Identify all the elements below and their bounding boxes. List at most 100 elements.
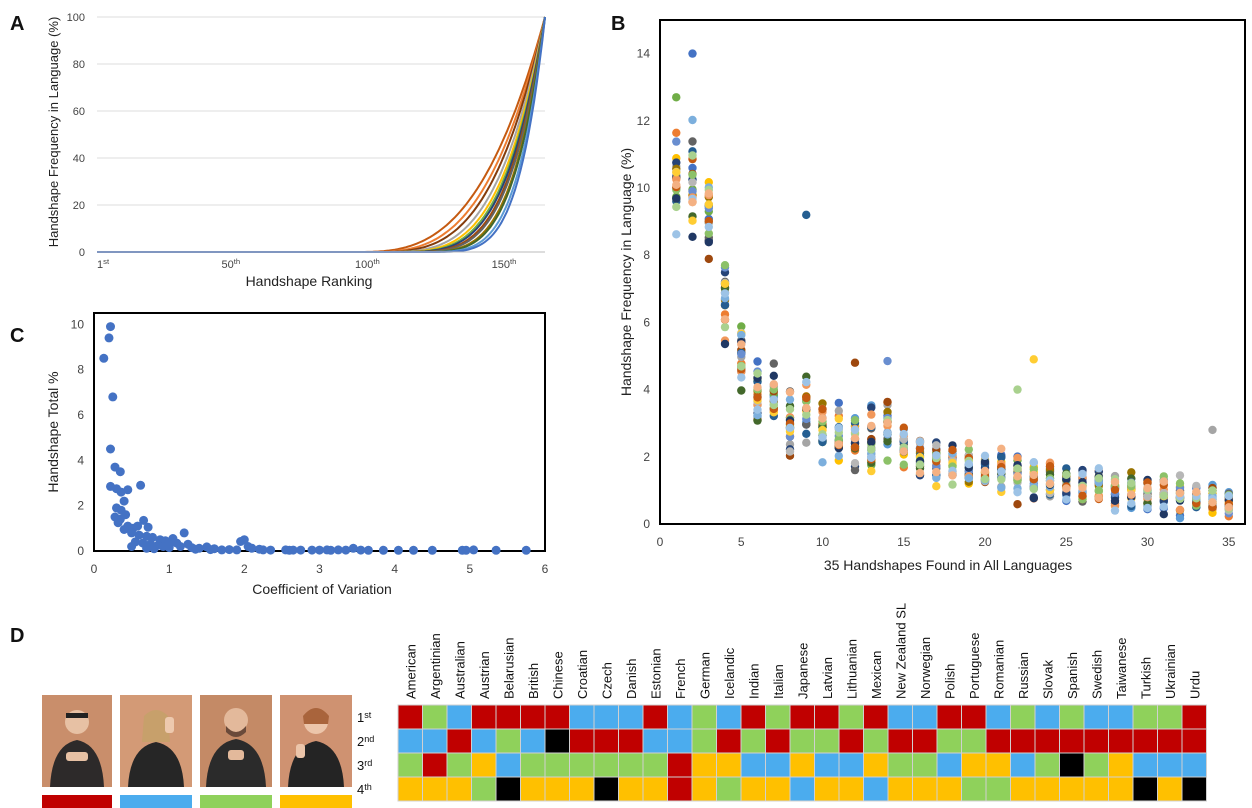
panel-d-heatmap-cell [887,728,913,754]
panel-b-point [720,315,730,324]
panel-b-point [1175,488,1185,498]
panel-a-y-tick-label: 60 [73,106,85,118]
panel-d-heatmap-cell [569,776,595,802]
panel-b-point [1078,469,1087,479]
panel-c-point [232,545,242,555]
panel-b-point [1013,464,1022,473]
panel-b-point [964,445,973,454]
panel-d-heatmap-cell [593,752,619,778]
panel-d-heatmap-cell [422,728,448,754]
panel-d-heatmap-cell [961,752,987,778]
panel-d-heatmap-cell [422,752,448,778]
panel-c-point [258,545,268,555]
panel-a-y-ticks: 0 20 40 60 80 100 [67,12,85,259]
panel-c-x-tick-label: 2 [241,562,248,576]
panel-b-point [1143,503,1152,513]
panel-b-point [1127,468,1136,477]
panel-d-language-label: Polish [942,664,957,699]
panel-d-heatmap-cell [765,752,791,778]
panel-d-language-label: Chinese [550,651,565,699]
panel-b-point [1159,491,1169,500]
handshape-photo-1 [42,695,112,787]
panel-d-heatmap-cell [446,704,472,730]
panel-b-point [688,187,697,196]
panel-b-points [672,49,1234,523]
panel-b-point [704,254,713,264]
panel-b-point [802,210,811,220]
panel-b-point [688,151,697,160]
panel-d-heatmap-cell [1083,752,1109,778]
panel-b-x-tick-label: 0 [657,535,664,549]
panel-d-heatmap-cell [618,776,644,802]
panel-d-heatmap-cell [1132,752,1158,778]
panel-d-heatmap-cell [1010,752,1036,778]
panel-b-point [1029,494,1039,503]
panel-b-y-tick-label: 4 [643,383,650,397]
panel-b-point [964,438,973,448]
panel-c-x-axis-title: Coefficient of Variation [252,581,392,597]
panel-c-point [333,545,343,555]
panel-d-heatmap-cell [1132,728,1158,754]
panel-d-heatmap-cell [495,704,521,730]
panel-b-point [688,137,697,146]
panel-b-point [899,460,908,469]
panel-b-point [1192,481,1201,491]
panel-b-point [1110,496,1120,505]
panel-b-point [785,395,795,404]
panel-b-point [785,388,795,397]
panel-b-point [1175,479,1185,488]
panel-b-point [867,410,876,419]
panel-c-point [139,515,149,525]
panel-b-point [1029,355,1038,364]
panel-d-language-label: Mexican [869,651,884,699]
panel-b-point [688,49,697,58]
panel-d-heatmap-cell [495,752,521,778]
panel-b-point [818,404,827,414]
panel-d-heatmap-cell [961,728,987,754]
panel-a-x-tick-label: 100th [355,257,380,271]
panel-b-point [850,434,860,443]
panel-a-series-line [97,16,546,253]
panel-d-heatmap-cell [1059,728,1085,754]
panel-b-point [915,437,925,447]
panel-d-heatmap-cell [618,728,644,754]
panel-d-language-label: Taiwanese [1114,638,1129,699]
panel-c-point [148,532,158,542]
panel-d-heatmap-cell [912,704,938,730]
panel-d-letter: D [10,625,24,647]
panel-c-point [127,542,137,551]
panel-d-heatmap-cell [716,776,742,802]
panel-b-point [980,457,990,466]
panel-a-series-line [97,16,546,253]
panel-d-language-label: Italian [771,664,786,699]
panel-b-point [948,445,957,455]
panel-b-point [883,456,892,465]
panel-b-point [704,200,713,209]
panel-d-heatmap-cell [569,752,595,778]
panel-d-heatmap-cell [1108,704,1134,730]
panel-b-y-axis-title: Handshape Frequency in Language (%) [618,148,634,396]
panel-b-point [1013,472,1022,481]
panel-b-point [932,473,941,483]
panel-d-heatmap-cell [814,728,840,754]
panel-b-point [850,425,860,434]
panel-d-language-label: Belarusian [501,638,516,699]
panel-d-heatmap-cell [1157,752,1183,778]
handshape-photo-3 [200,695,272,787]
panel-b-point [802,438,811,447]
panel-c-point [191,544,200,554]
panel-d-heatmap-cell [495,776,521,802]
panel-b-x-ticks: 0 5 10 15 20 25 30 35 [657,535,1236,549]
panel-b-y-tick-label: 2 [643,450,650,464]
panel-c-point [149,544,159,554]
panel-d-heatmap-cell [1181,704,1207,730]
panel-b-point [720,339,730,349]
panel-c-point [136,480,146,490]
panel-d-heatmap-cell [422,704,448,730]
panel-c-point [461,545,471,555]
panel-d-heatmap-cell [397,704,423,730]
panel-d-heatmap-cell [863,728,889,754]
panel-c-point [427,545,437,555]
panel-b-point [753,357,762,366]
